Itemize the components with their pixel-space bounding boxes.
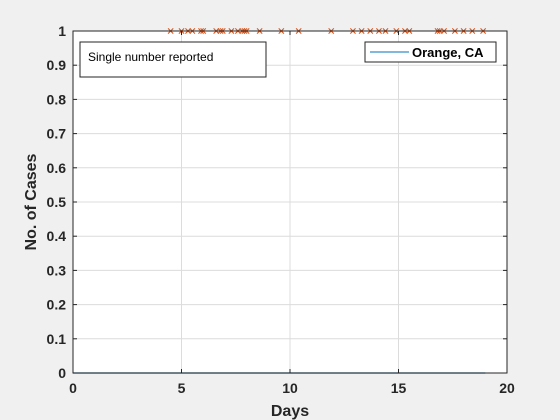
y-tick-label: 0.5 [47,194,67,210]
y-tick-label: 0.3 [47,262,67,278]
legend: Orange, CA [364,41,497,63]
x-tick-label: 15 [391,380,407,396]
legend-box [364,41,497,63]
y-tick-label: 0.6 [47,160,67,176]
x-tick-label: 5 [178,380,186,396]
y-tick-label: 0.2 [47,297,67,313]
y-tick-label: 0.8 [47,91,67,107]
grid-lines [73,31,507,373]
y-tick-label: 1 [58,23,66,39]
y-tick-label: 0.1 [47,331,67,347]
x-tick-label: 0 [69,380,77,396]
x-axis-label: Days [271,403,309,420]
y-tick-label: 0.9 [47,57,67,73]
annotation-box: Single number reported [79,41,267,78]
y-tick-label: 0.4 [47,228,67,244]
legend-entry-label: Orange, CA [412,45,484,60]
ticks: 0 5 10 15 20 0 0.1 0.2 0.3 0.4 0.5 0.6 0.7 0.8 0.9 1 [47,23,515,396]
y-axis-label: No. of Cases [23,153,40,250]
x-tick-label: 10 [282,380,298,396]
y-tick-label: 0.7 [47,126,67,142]
x-tick-label: 20 [499,380,515,396]
y-tick-label: 0 [58,365,66,381]
annotation-text: Single number reported [88,50,213,64]
